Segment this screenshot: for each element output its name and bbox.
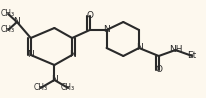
Text: N: N — [103, 25, 110, 34]
Text: NH: NH — [169, 45, 182, 54]
Text: CH₃: CH₃ — [34, 83, 48, 93]
Text: N: N — [14, 18, 20, 26]
Text: N: N — [136, 44, 142, 53]
Text: O: O — [86, 11, 93, 20]
Text: CH₃: CH₃ — [1, 25, 15, 34]
Text: N: N — [69, 50, 75, 59]
Text: CH₃: CH₃ — [1, 10, 15, 19]
Text: Et: Et — [188, 52, 197, 60]
Text: N: N — [51, 75, 58, 84]
Text: N: N — [27, 50, 34, 59]
Text: O: O — [155, 65, 162, 74]
Text: CH₃: CH₃ — [61, 83, 75, 93]
